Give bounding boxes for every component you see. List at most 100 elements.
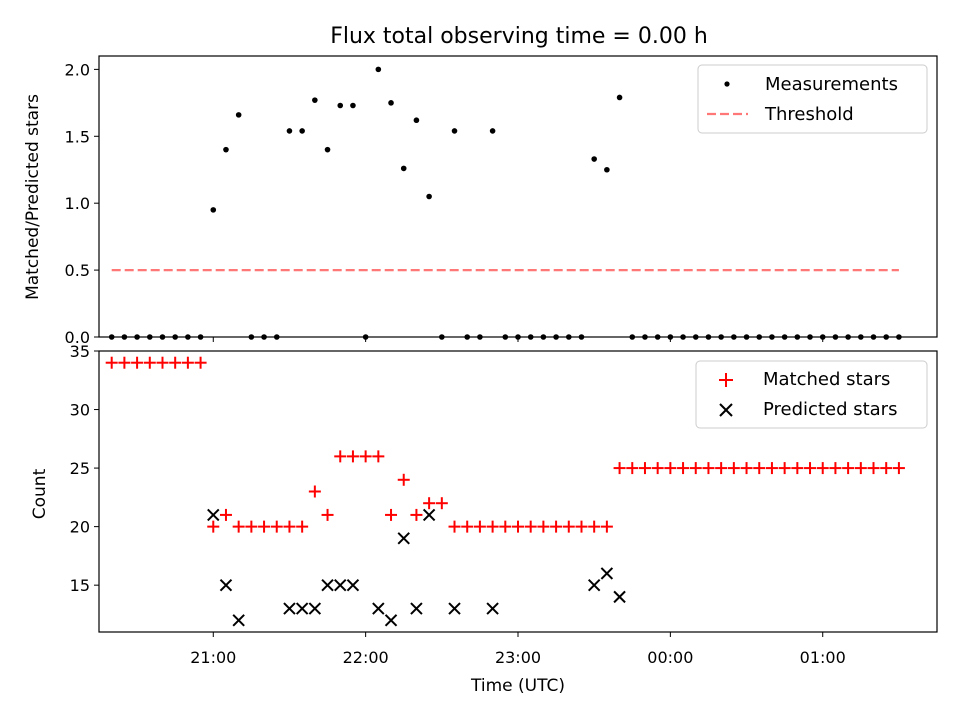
count-panel: Count Time (UTC) 15 20 25 30 35 21:00 22:00 23… — [30, 342, 938, 696]
predicted-star-point — [219, 578, 233, 592]
matched-star-point — [245, 520, 258, 533]
measurement-point — [883, 334, 890, 340]
predicted-star-stroke — [448, 602, 461, 615]
y-tick-label: 1.5 — [65, 127, 90, 146]
predicted-star-stroke — [207, 508, 220, 522]
measurement-point — [553, 334, 559, 340]
matched-star-point — [334, 450, 347, 463]
predicted-star-point — [334, 578, 347, 592]
matched-star-point — [892, 462, 905, 475]
matched-star-point — [613, 462, 626, 475]
measurement-point — [565, 334, 572, 340]
measurement-point — [896, 334, 902, 340]
predicted-star-point — [384, 614, 398, 627]
matched-star-point — [867, 462, 880, 475]
matched-star-point — [118, 356, 131, 369]
predicted-star-stroke — [600, 567, 614, 580]
measurement-point — [197, 334, 204, 340]
matched-star-point — [105, 356, 118, 369]
matched-star-point — [778, 462, 791, 475]
predicted-star-stroke — [372, 602, 385, 615]
measurement-point — [591, 156, 597, 162]
predicted-star-stroke — [422, 508, 436, 522]
measurement-point — [845, 334, 851, 340]
measurement-point — [146, 334, 153, 340]
count-y-ticks: 15 20 25 30 35 — [70, 342, 99, 595]
measurement-point — [515, 334, 521, 340]
matched-star-point — [829, 462, 842, 475]
predicted-star-stroke — [308, 602, 322, 615]
measurement-point — [299, 128, 305, 134]
matched-star-point — [499, 520, 512, 533]
measurement-point — [464, 334, 471, 340]
matched-star-point — [232, 520, 245, 533]
x-tick-label: 01:00 — [800, 648, 846, 667]
measurement-point — [692, 334, 699, 340]
predicted-star-point — [486, 602, 499, 615]
measurement-point — [362, 334, 369, 340]
measurement-point — [375, 66, 382, 73]
matched-legend-marker — [719, 373, 733, 387]
measurement-point — [540, 334, 547, 340]
measurement-point — [654, 334, 661, 340]
measurement-point — [223, 146, 229, 153]
matched-star-point — [664, 462, 677, 475]
predicted-star-point — [372, 602, 385, 615]
matched-star-point — [461, 520, 474, 533]
predicted-star-point — [321, 578, 334, 592]
matched-star-point — [791, 462, 804, 475]
matched-star-point — [143, 356, 156, 369]
matched-star-point — [219, 508, 232, 521]
predicted-star-stroke — [334, 578, 347, 592]
matched-star-point — [296, 520, 309, 533]
measurement-point — [108, 334, 115, 340]
measurement-point — [477, 334, 483, 340]
measurement-point — [807, 334, 813, 340]
measurement-point — [426, 193, 432, 200]
y-tick-label: 0.0 — [65, 328, 90, 347]
measurement-point — [451, 128, 458, 134]
measurement-point — [858, 334, 864, 340]
count-xlabel: Time (UTC) — [470, 676, 565, 696]
matched-star-point — [397, 473, 410, 486]
measurement-point — [769, 334, 775, 340]
matched-star-point — [423, 497, 436, 510]
measurement-point — [337, 102, 344, 109]
matched-star-point — [258, 520, 271, 533]
matched-star-point — [308, 485, 321, 498]
matched-star-point — [156, 356, 169, 369]
matched-star-point — [804, 462, 817, 475]
measurement-point — [718, 334, 724, 340]
measurement-point — [616, 94, 623, 101]
measurement-point — [324, 146, 331, 153]
matched-star-point — [651, 462, 664, 475]
matched-star-point — [638, 462, 651, 475]
matched-star-point — [562, 520, 575, 533]
matched-star-point — [524, 520, 537, 533]
predicted-star-stroke — [613, 590, 626, 604]
matched-star-point — [512, 520, 524, 533]
measurement-point — [667, 334, 674, 340]
measurement-point — [604, 166, 610, 173]
matched-star-point — [740, 462, 753, 475]
matched-star-point — [575, 520, 588, 533]
matched-star-point — [207, 520, 220, 533]
predicted-star-point — [587, 578, 601, 592]
measurement-point — [312, 97, 318, 103]
predicted-star-point — [422, 508, 436, 522]
measurement-point — [439, 334, 445, 340]
measurement-point — [261, 334, 267, 340]
measurement-point — [489, 128, 496, 134]
measurements-legend-marker — [724, 81, 730, 87]
matched-star-point — [816, 462, 829, 475]
matched-star-point — [854, 462, 867, 475]
measurement-point — [680, 334, 686, 340]
count-marks — [105, 356, 905, 627]
measurement-point — [185, 334, 191, 340]
matched-star-point — [537, 520, 550, 533]
matched-star-point — [131, 356, 144, 369]
measurement-point — [172, 334, 178, 340]
measurement-point — [743, 334, 750, 340]
predicted-star-stroke — [219, 578, 233, 592]
measurement-point — [578, 334, 585, 340]
